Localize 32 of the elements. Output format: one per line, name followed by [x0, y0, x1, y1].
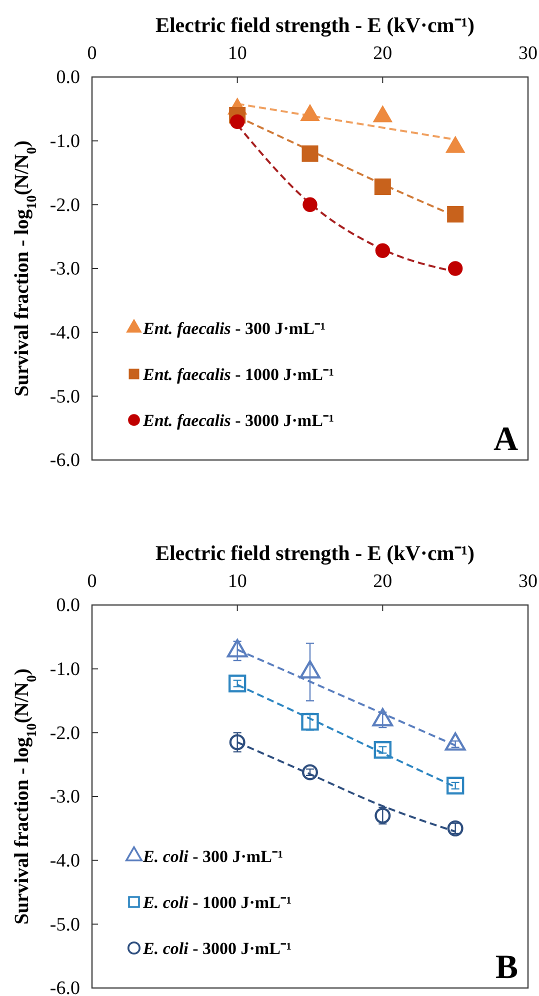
- legend-label: E. coli - 3000 J·mL⁻¹: [142, 939, 292, 958]
- legend-label: E. coli - 1000 J·mL⁻¹: [142, 893, 292, 912]
- x-axis-title: Electric field strength - E (kV·cm⁻¹): [155, 541, 475, 565]
- x-tick-label: 10: [228, 571, 247, 592]
- x-tick-label: 0: [87, 571, 97, 592]
- x-axis-title: Electric field strength - E (kV·cm⁻¹): [155, 13, 475, 37]
- y-tick-label: -4.0: [50, 322, 80, 344]
- y-tick-label: 0.0: [56, 67, 80, 88]
- y-tick-label: -3.0: [50, 258, 80, 280]
- x-tick-label: 30: [518, 571, 538, 592]
- legend-label: E. coli - 300 J·mL⁻¹: [142, 847, 284, 866]
- x-tick-label: 30: [518, 43, 538, 64]
- y-tick-label: -3.0: [50, 786, 80, 808]
- x-tick-label: 0: [87, 43, 97, 64]
- y-tick-label: -1.0: [50, 658, 80, 680]
- y-tick-label: 0.0: [56, 595, 80, 616]
- legend-label: Ent. faecalis - 300 J·mL⁻¹: [142, 319, 326, 338]
- y-tick-label: -6.0: [50, 450, 80, 472]
- y-tick-label: -5.0: [50, 386, 80, 408]
- x-tick-label: 10: [228, 43, 247, 64]
- y-tick-label: -4.0: [50, 850, 80, 872]
- y-tick-label: -5.0: [50, 914, 80, 936]
- y-tick-label: -6.0: [50, 978, 80, 996]
- y-tick-label: -2.0: [50, 722, 80, 744]
- x-tick-label: 20: [373, 571, 392, 592]
- x-tick-label: 20: [373, 43, 392, 64]
- y-tick-label: -1.0: [50, 130, 80, 152]
- annotation: B: [495, 949, 518, 986]
- legend-label: Ent. faecalis - 1000 J·mL⁻¹: [142, 365, 334, 384]
- y-tick-label: -2.0: [50, 194, 80, 216]
- annotation: A: [493, 421, 518, 458]
- legend-label: Ent. faecalis - 3000 J·mL⁻¹: [142, 411, 334, 430]
